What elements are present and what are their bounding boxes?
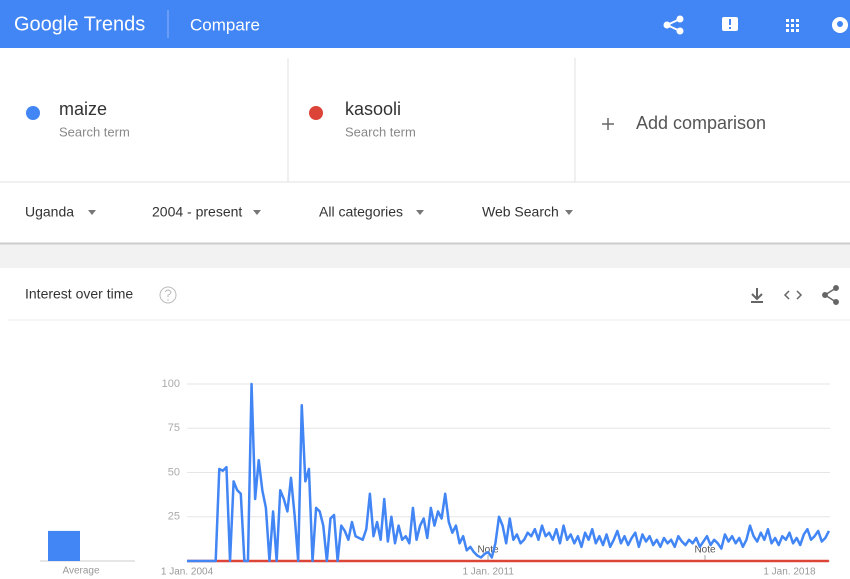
top-bar: [0, 0, 850, 48]
term-subtitle: Search term: [345, 124, 416, 139]
series-line: [187, 382, 831, 563]
logo[interactable]: Google Trends: [14, 13, 145, 35]
y-tick-label: 25: [168, 511, 180, 523]
dropdown-arrow[interactable]: [416, 210, 424, 215]
annotation: Note: [477, 545, 499, 556]
account-icon[interactable]: [832, 17, 848, 33]
y-tick-label: 75: [168, 422, 180, 434]
download-icon[interactable]: [751, 288, 763, 303]
filter[interactable]: All categories: [319, 204, 403, 220]
x-tick-label: 1 Jan. 2011: [462, 567, 514, 578]
dropdown-arrow[interactable]: [565, 210, 573, 215]
term-dot: [309, 106, 323, 120]
x-tick-label: 1 Jan. 2004: [161, 567, 214, 578]
average-label: Average: [62, 566, 100, 577]
term-name[interactable]: maize: [59, 99, 107, 119]
filter[interactable]: 2004 - present: [152, 204, 242, 220]
help-icon[interactable]: [159, 286, 177, 304]
feedback-icon[interactable]: [722, 17, 738, 31]
dropdown-arrow[interactable]: [253, 210, 261, 215]
x-tick-label: 1 Jan. 2018: [763, 567, 816, 578]
share-icon[interactable]: [663, 15, 684, 35]
term-subtitle: Search term: [59, 124, 130, 139]
share-icon[interactable]: [822, 285, 839, 305]
y-tick-label: 100: [162, 378, 180, 390]
term-dot: [26, 106, 40, 120]
chart: 25 50 75 100 1 Jan. 2004 1 Jan. 2011 1 Jan. 20…: [48, 378, 831, 578]
term-name[interactable]: kasooli: [345, 99, 401, 119]
card-title: Interest over time: [25, 286, 133, 302]
annotation: Note: [694, 545, 716, 556]
page-title: Compare: [190, 15, 260, 34]
dropdown-arrow[interactable]: [88, 210, 96, 215]
apps-icon[interactable]: [786, 19, 799, 32]
filter[interactable]: Web Search: [482, 204, 559, 220]
embed-icon[interactable]: [783, 290, 803, 300]
add-comparison[interactable]: Add comparison: [636, 113, 766, 133]
y-tick-label: 50: [168, 466, 180, 478]
filter[interactable]: Uganda: [25, 204, 74, 220]
gray-band: [0, 243, 850, 268]
plus-icon[interactable]: [602, 118, 614, 130]
average-bar: [48, 530, 80, 561]
